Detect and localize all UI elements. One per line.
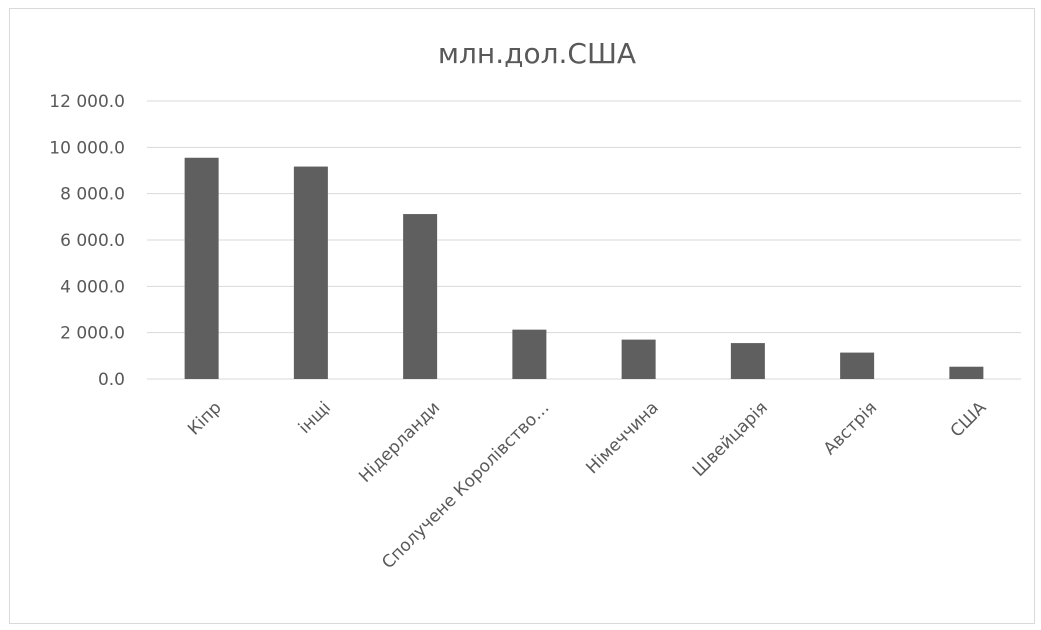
bar [840,352,875,379]
x-tick-label: Кіпр [184,398,226,440]
bars [184,157,984,379]
x-tick-label: Швейцарія [689,398,772,481]
y-tick-label: 10 000.0 [49,138,125,158]
y-tick-label: 12 000.0 [49,92,125,112]
x-tick-label: інщі [295,398,335,438]
bar [621,339,656,379]
y-tick-label: 4 000.0 [60,277,125,297]
y-tick-label: 0.0 [98,370,125,390]
y-tick-label: 6 000.0 [60,231,125,251]
x-tick-label: Австрія [820,398,881,459]
bar [293,166,328,379]
chart-title: млн.дол.США [438,37,636,70]
bar [184,157,219,379]
bar [730,343,765,379]
bar [512,329,547,379]
bar [949,366,984,379]
chart-area [9,8,1035,624]
y-tick-label: 8 000.0 [60,185,125,205]
y-tick-label: 2 000.0 [60,324,125,344]
bar [403,214,438,379]
y-axis-tick-labels: 0.0 2 000.0 4 000.0 6 000.0 8 000.0 10 000.0 1… [49,92,125,390]
x-tick-label: Німеччина [582,398,662,478]
x-tick-label: США [947,398,991,442]
x-tick-label: Нідерланди [355,398,444,487]
gridlines [147,100,1021,380]
